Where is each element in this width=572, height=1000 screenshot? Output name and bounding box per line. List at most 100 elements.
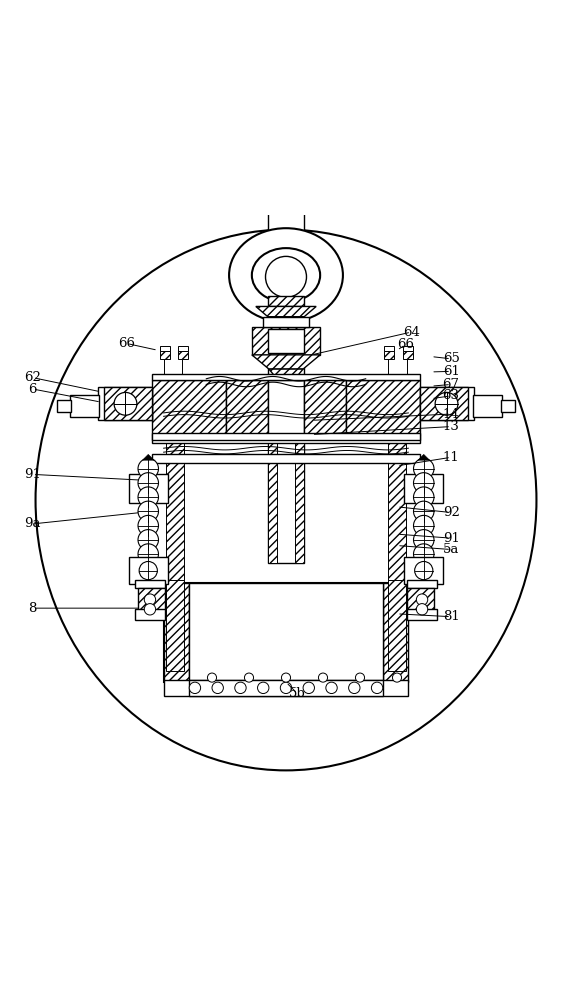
Polygon shape	[252, 355, 320, 369]
Ellipse shape	[229, 228, 343, 322]
Text: 67: 67	[443, 378, 459, 391]
Text: 5b: 5b	[289, 687, 306, 700]
Polygon shape	[304, 380, 345, 435]
Circle shape	[414, 530, 434, 550]
Circle shape	[414, 473, 434, 493]
Polygon shape	[256, 306, 316, 317]
Bar	[420, 387, 474, 420]
Text: 66: 66	[118, 337, 135, 350]
Polygon shape	[269, 369, 303, 379]
Circle shape	[138, 487, 158, 507]
Text: 62: 62	[24, 371, 41, 384]
Polygon shape	[268, 435, 277, 563]
Circle shape	[235, 682, 246, 694]
Text: 8: 8	[29, 602, 37, 615]
Text: 65: 65	[443, 352, 459, 365]
Polygon shape	[178, 351, 188, 359]
Text: 11: 11	[443, 451, 459, 464]
Bar	[135, 580, 165, 588]
Polygon shape	[164, 583, 189, 682]
Bar	[152, 435, 420, 443]
Bar	[164, 680, 408, 696]
Bar	[268, 380, 304, 435]
Bar	[98, 387, 152, 420]
Polygon shape	[345, 380, 420, 435]
Polygon shape	[295, 435, 304, 563]
Circle shape	[416, 604, 428, 615]
Circle shape	[138, 473, 158, 493]
Bar	[189, 583, 383, 682]
Circle shape	[138, 458, 158, 479]
Bar	[152, 374, 420, 380]
Circle shape	[144, 594, 156, 605]
Bar	[189, 680, 383, 696]
Polygon shape	[407, 588, 434, 610]
Polygon shape	[166, 580, 184, 671]
Circle shape	[326, 682, 337, 694]
Text: 81: 81	[443, 610, 459, 623]
Circle shape	[355, 673, 364, 682]
Circle shape	[348, 682, 360, 694]
Circle shape	[319, 673, 328, 682]
Bar	[129, 557, 168, 584]
Text: 5a: 5a	[443, 543, 459, 556]
Text: 66: 66	[397, 338, 414, 351]
Polygon shape	[138, 477, 166, 500]
Bar	[152, 454, 420, 463]
Circle shape	[138, 544, 158, 564]
Text: 91: 91	[24, 468, 41, 481]
Circle shape	[244, 673, 253, 682]
Polygon shape	[152, 380, 227, 435]
Circle shape	[435, 392, 458, 415]
Bar	[178, 346, 188, 351]
Polygon shape	[388, 380, 406, 580]
Ellipse shape	[252, 248, 320, 302]
Circle shape	[415, 561, 433, 580]
Circle shape	[414, 515, 434, 536]
Polygon shape	[406, 560, 434, 581]
Circle shape	[416, 594, 428, 605]
Circle shape	[371, 682, 383, 694]
Polygon shape	[268, 296, 304, 306]
Bar	[135, 609, 165, 620]
Circle shape	[303, 682, 315, 694]
Polygon shape	[384, 351, 394, 359]
Text: 6: 6	[29, 383, 37, 396]
Bar	[404, 474, 443, 503]
Polygon shape	[142, 454, 154, 460]
Text: 63: 63	[443, 389, 459, 402]
Circle shape	[265, 256, 307, 297]
Text: 92: 92	[443, 506, 459, 519]
Bar	[403, 346, 413, 351]
Circle shape	[138, 530, 158, 550]
Bar	[70, 395, 100, 417]
Circle shape	[392, 673, 402, 682]
Text: 64: 64	[403, 326, 420, 339]
Circle shape	[280, 682, 292, 694]
Text: 9a: 9a	[25, 517, 41, 530]
Circle shape	[114, 392, 137, 415]
Polygon shape	[227, 380, 268, 435]
Polygon shape	[383, 583, 408, 682]
Polygon shape	[166, 380, 184, 580]
Circle shape	[144, 604, 156, 615]
Polygon shape	[160, 351, 170, 359]
Bar	[164, 583, 408, 682]
Text: 13: 13	[443, 420, 459, 433]
Bar	[263, 317, 309, 327]
Circle shape	[138, 515, 158, 536]
Circle shape	[189, 682, 201, 694]
Text: 91: 91	[443, 532, 459, 545]
Polygon shape	[138, 560, 166, 581]
Bar	[152, 433, 420, 440]
Polygon shape	[138, 588, 165, 610]
Polygon shape	[104, 387, 152, 420]
Circle shape	[281, 673, 291, 682]
Bar	[472, 395, 502, 417]
Text: 61: 61	[443, 365, 459, 378]
Bar	[160, 346, 170, 351]
Bar	[129, 474, 168, 503]
Circle shape	[257, 682, 269, 694]
Polygon shape	[420, 387, 468, 420]
Circle shape	[414, 544, 434, 564]
